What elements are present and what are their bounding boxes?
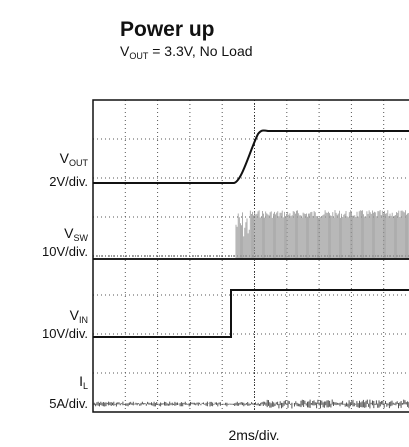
channel-subscript: L bbox=[83, 381, 88, 391]
scope-grid bbox=[93, 100, 409, 412]
il-trace bbox=[92, 399, 409, 409]
waveforms bbox=[92, 129, 409, 409]
channel-subscript: IN bbox=[79, 315, 88, 325]
title: Power up bbox=[120, 18, 215, 41]
subtitle: VOUT = 3.3V, No Load bbox=[120, 43, 253, 61]
channel-name: VOUT bbox=[60, 150, 89, 168]
channel-name: IL bbox=[79, 373, 88, 391]
channel-scale: 2V/div. bbox=[49, 174, 88, 189]
subtitle-rest: = 3.3V, No Load bbox=[148, 43, 252, 59]
scope-frame bbox=[92, 99, 409, 413]
channel-labels: VOUT2V/div.VSW10V/div.VIN10V/div.IL5A/di… bbox=[42, 150, 89, 411]
subtitle-subscript: OUT bbox=[129, 51, 149, 61]
vsw-switching bbox=[235, 210, 409, 259]
vout-trace bbox=[93, 129, 409, 184]
channel-symbol: V bbox=[70, 307, 80, 323]
channel-subscript: SW bbox=[74, 233, 89, 243]
channel-symbol: I bbox=[79, 373, 83, 389]
channel-subscript: OUT bbox=[69, 158, 89, 168]
channel-scale: 5A/div. bbox=[49, 396, 88, 411]
channel-symbol: V bbox=[64, 225, 74, 241]
channel-name: VIN bbox=[70, 307, 88, 325]
channel-scale: 10V/div. bbox=[42, 326, 88, 341]
channel-name: VSW bbox=[64, 225, 88, 243]
vin-trace bbox=[93, 289, 409, 338]
channel-scale: 10V/div. bbox=[42, 244, 88, 259]
subtitle-symbol: V bbox=[120, 43, 130, 59]
channel-symbol: V bbox=[60, 150, 70, 166]
timebase: 2ms/div. bbox=[228, 427, 279, 443]
